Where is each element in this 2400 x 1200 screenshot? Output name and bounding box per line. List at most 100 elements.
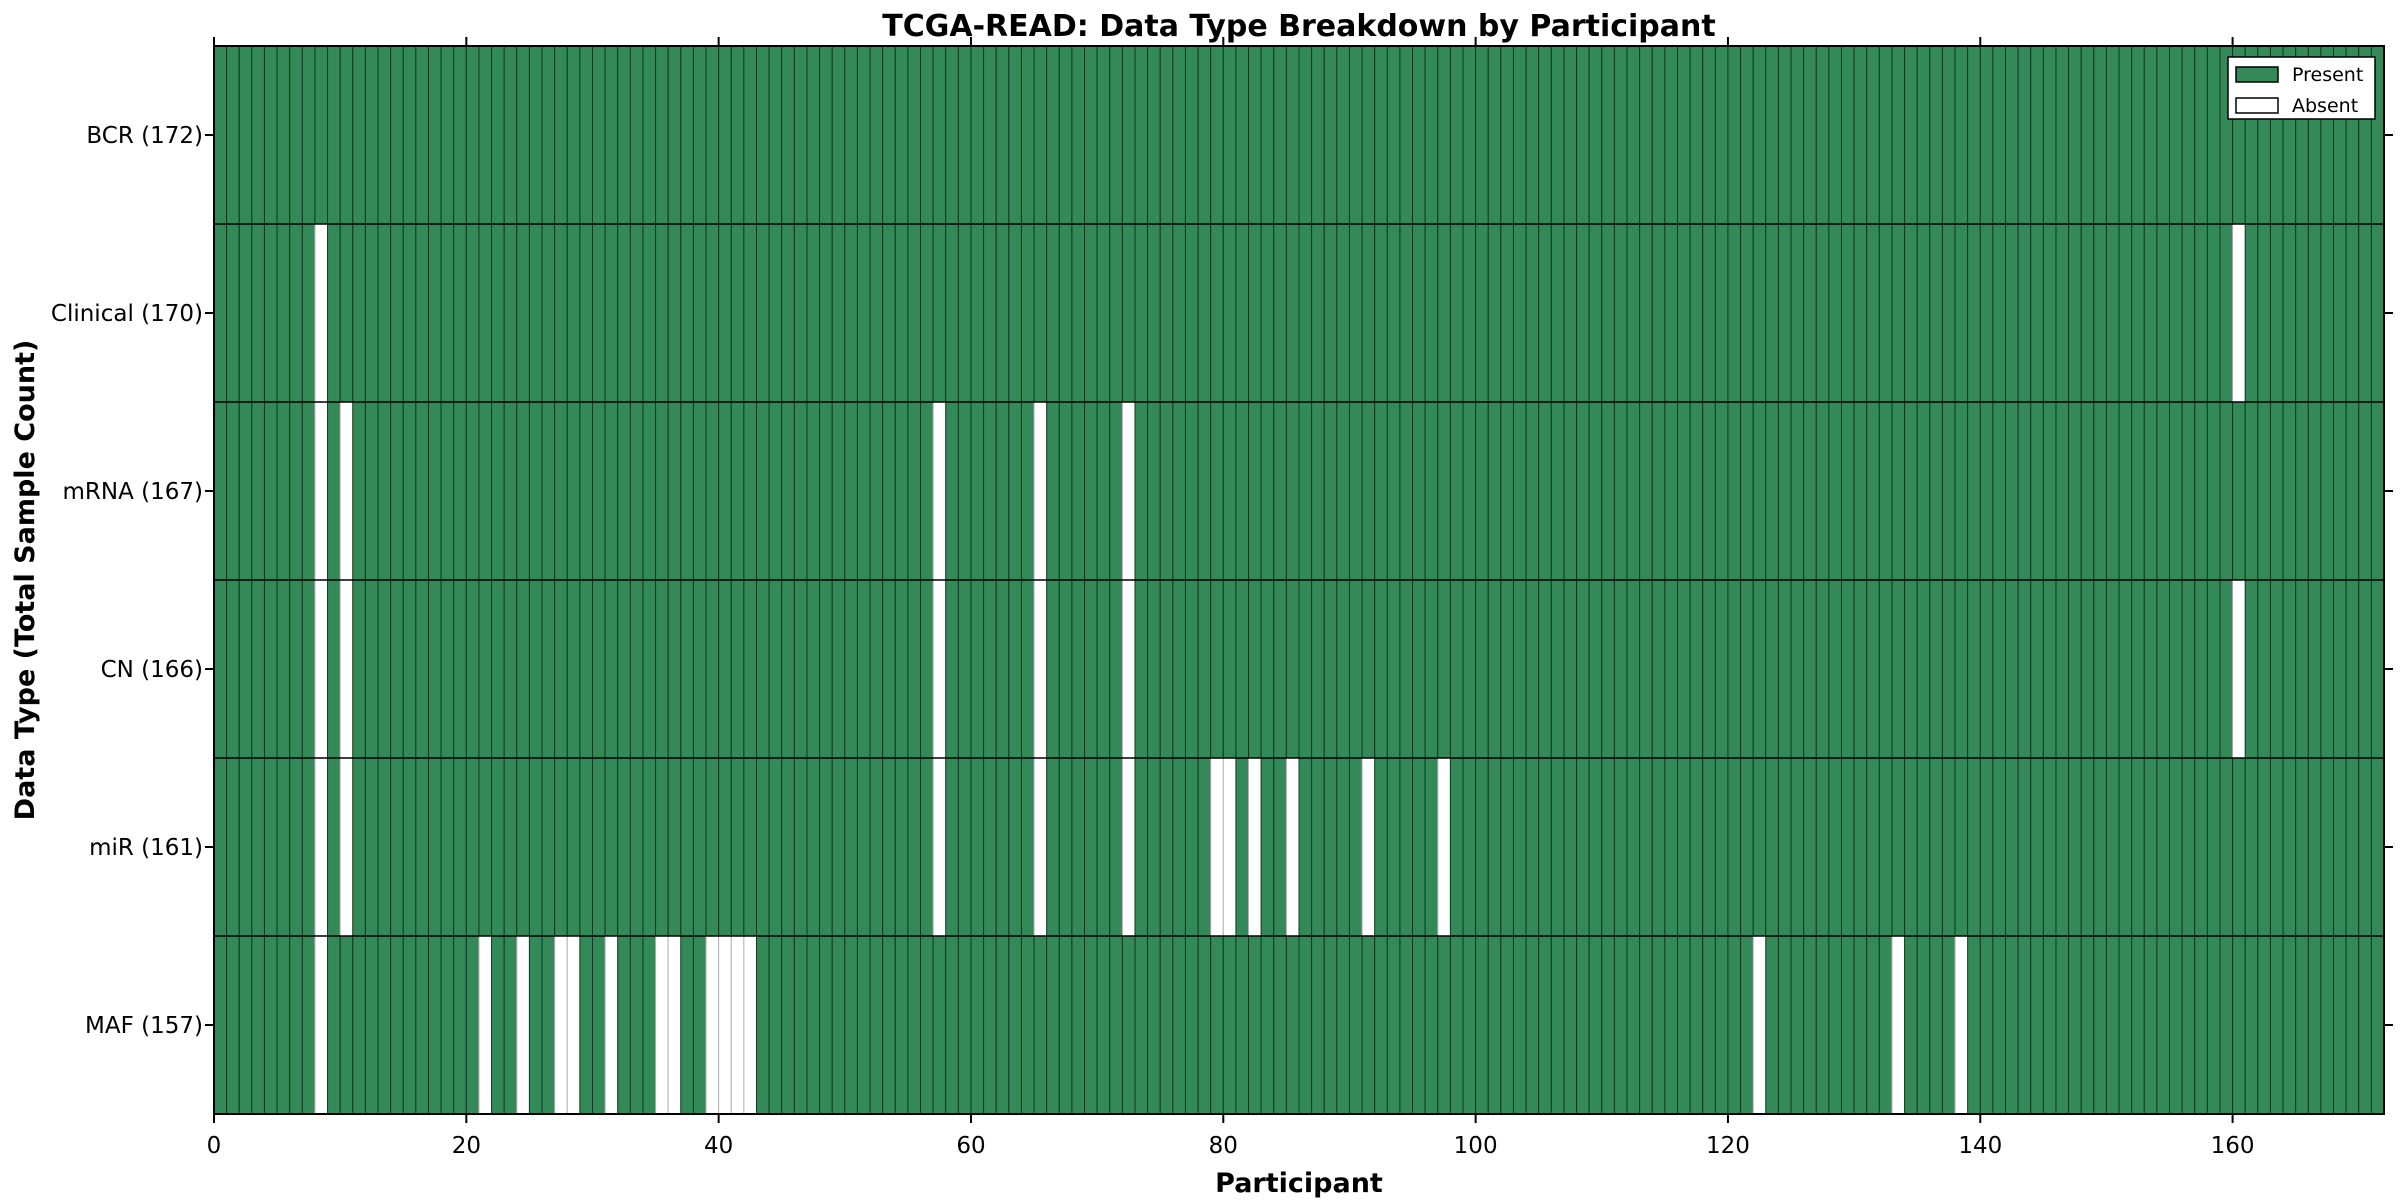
cell-present <box>2307 935 2322 1115</box>
cell-present <box>768 223 783 403</box>
cell-present <box>1815 579 1830 759</box>
cell-present <box>692 757 707 937</box>
cell-present <box>1803 757 1817 937</box>
cell-present <box>1576 935 1590 1115</box>
cell-present <box>541 45 556 225</box>
cell-present <box>528 401 543 581</box>
cell-present <box>566 579 581 759</box>
cell-present <box>591 935 606 1115</box>
cell-present <box>983 757 997 937</box>
cell-present <box>1752 757 1767 937</box>
cell-present <box>970 45 985 225</box>
cell-present <box>2307 401 2322 581</box>
cell-present <box>2282 401 2297 581</box>
cell-present <box>1866 45 1880 225</box>
cell-present <box>1626 935 1641 1115</box>
cell-present <box>1235 223 1250 403</box>
cell-present <box>1412 579 1426 759</box>
cell-present <box>1412 935 1426 1115</box>
cell-present <box>793 401 808 581</box>
cell-present <box>2269 223 2284 403</box>
cell-present <box>2345 223 2360 403</box>
cell-present <box>2257 579 2271 759</box>
cell-present <box>478 401 493 581</box>
cell-present <box>692 401 707 581</box>
cell-present <box>781 45 795 225</box>
cell-present <box>465 45 480 225</box>
cell-present <box>1020 935 1035 1115</box>
cell-present <box>1084 45 1098 225</box>
cell-present <box>1311 223 1325 403</box>
cell-present <box>1676 935 1691 1115</box>
cell-present <box>1967 401 1981 581</box>
cell-present <box>894 579 909 759</box>
cell-present <box>629 579 644 759</box>
cell-present <box>1563 401 1578 581</box>
cell-present <box>2143 401 2158 581</box>
cell-present <box>819 45 833 225</box>
cell-present <box>1639 45 1653 225</box>
cell-present <box>465 579 480 759</box>
cell-present <box>1475 579 1489 759</box>
cell-present <box>2244 579 2259 759</box>
cell-present <box>390 579 404 759</box>
cell-present <box>692 579 707 759</box>
cell-present <box>1941 935 1956 1115</box>
cell-present <box>1260 579 1275 759</box>
cell-present <box>1916 223 1931 403</box>
cell-present <box>920 935 934 1115</box>
cell-present <box>2080 757 2095 937</box>
cell-present <box>856 223 871 403</box>
cell-present <box>1323 579 1338 759</box>
cell-present <box>945 45 959 225</box>
cell-present <box>566 401 581 581</box>
cell-present <box>1525 401 1540 581</box>
cell-present <box>617 579 631 759</box>
cell-present <box>781 579 795 759</box>
cell-present <box>1639 579 1653 759</box>
cell-present <box>1853 579 1868 759</box>
cell-present <box>756 223 770 403</box>
cell-present <box>263 401 278 581</box>
cell-present <box>2055 223 2070 403</box>
cell-present <box>806 935 821 1115</box>
cell-present <box>806 757 821 937</box>
cell-present <box>251 45 265 225</box>
cell-present <box>2320 401 2335 581</box>
cell-present <box>377 935 392 1115</box>
cell-present <box>1109 579 1123 759</box>
cell-present <box>566 223 581 403</box>
cell-present <box>1841 401 1855 581</box>
cell-present <box>2131 579 2145 759</box>
cell-present <box>2345 935 2360 1115</box>
cell-present <box>1172 757 1186 937</box>
cell-present <box>844 45 858 225</box>
cell-present <box>1803 223 1817 403</box>
cell-present <box>844 579 858 759</box>
cell-present <box>2370 401 2385 581</box>
cell-present <box>2068 579 2082 759</box>
cell-present <box>2143 223 2158 403</box>
cell-present <box>1184 579 1199 759</box>
cell-present <box>1399 223 1414 403</box>
cell-present <box>1714 579 1729 759</box>
cell-present <box>1386 45 1401 225</box>
cell-present <box>2156 45 2171 225</box>
cell-present <box>2345 757 2360 937</box>
cell-present <box>263 935 278 1115</box>
cell-present <box>2068 45 2082 225</box>
cell-present <box>1500 935 1514 1115</box>
cell-present <box>1084 579 1098 759</box>
cell-present <box>1084 401 1098 581</box>
cell-present <box>1449 579 1464 759</box>
cell-absent <box>1361 757 1376 937</box>
chart-title: TCGA-READ: Data Type Breakdown by Partic… <box>882 9 1715 44</box>
cell-present <box>465 757 480 937</box>
cell-present <box>238 401 253 581</box>
cell-present <box>642 757 657 937</box>
cell-present <box>604 223 619 403</box>
cell-present <box>2181 935 2196 1115</box>
cell-present <box>1777 45 1792 225</box>
cell-present <box>1071 45 1086 225</box>
